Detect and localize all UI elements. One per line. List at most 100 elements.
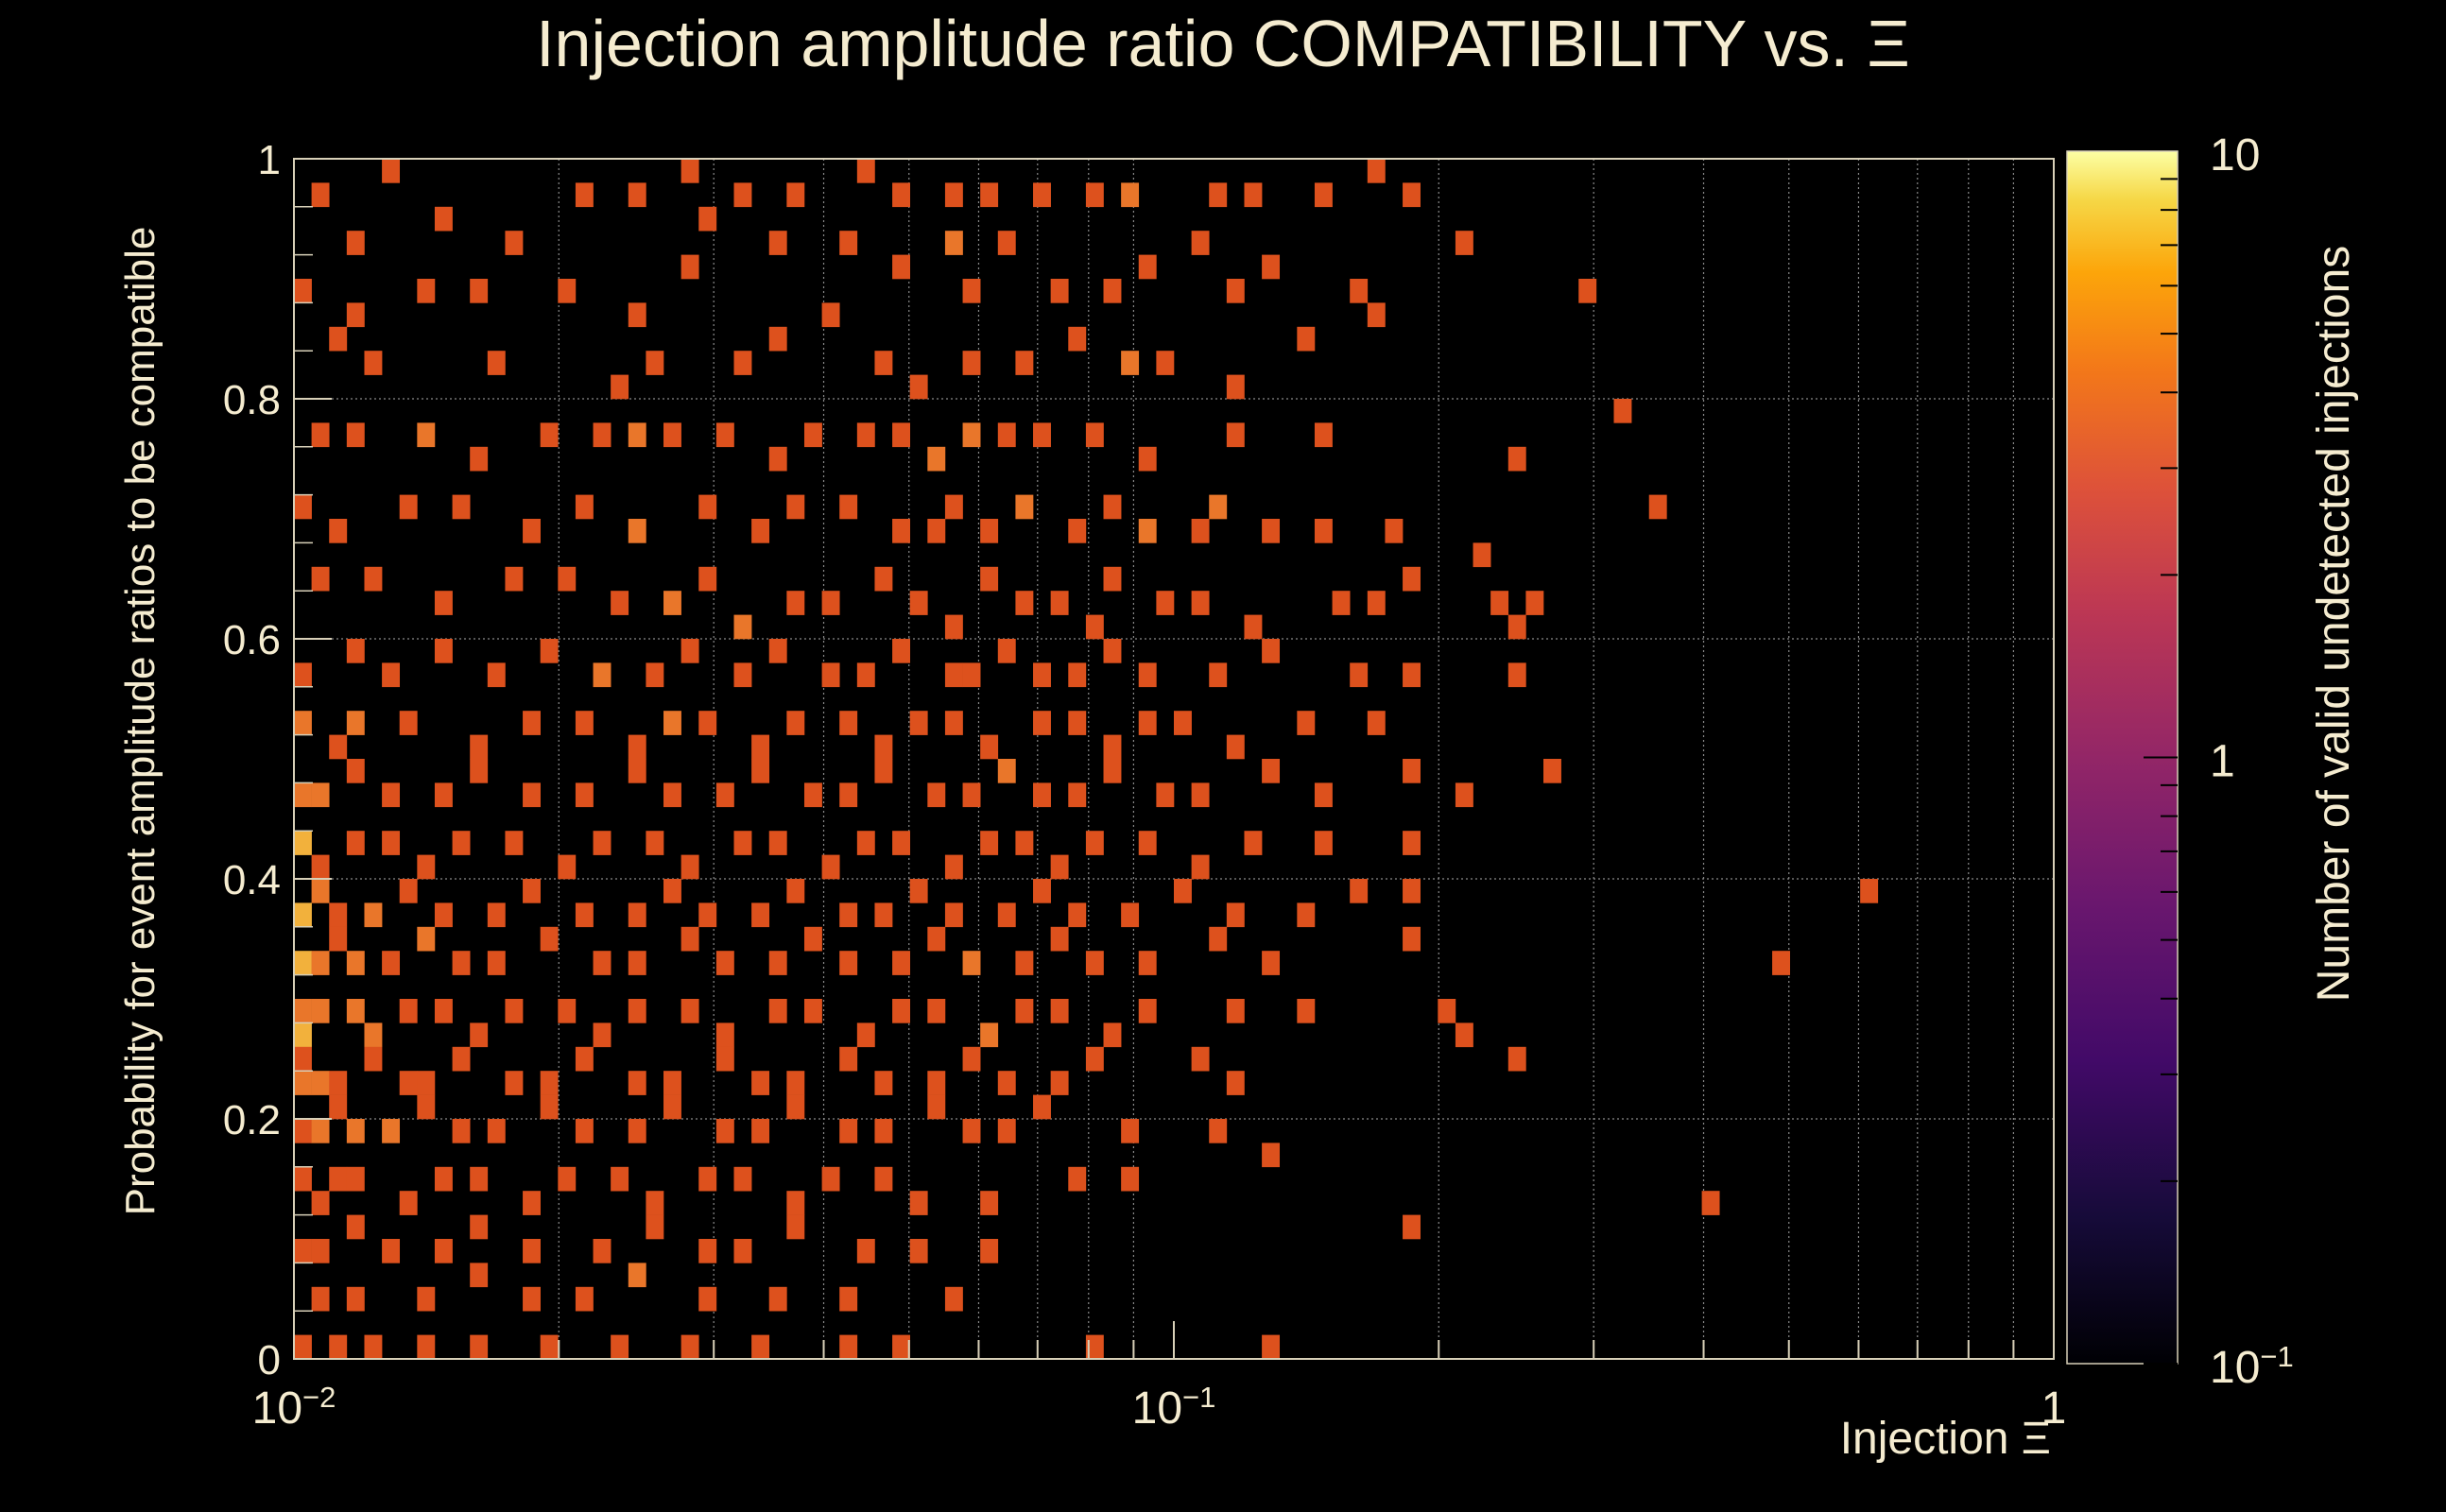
heatmap-cell [1543,759,1561,783]
heatmap-cell [1033,711,1051,735]
heatmap-cell [523,711,541,735]
heatmap-cell [1403,566,1421,592]
heatmap-cell [698,1239,717,1263]
heatmap-cell [364,902,383,928]
heatmap-cell [628,302,646,328]
heatmap-cell [1350,662,1369,688]
heatmap-cell [839,951,858,975]
heatmap-cell [698,206,717,232]
heatmap-cell [1262,254,1281,280]
heatmap-cell [382,662,401,688]
heatmap-cell [997,1119,1016,1143]
heatmap-cell [962,1119,981,1143]
heatmap-cell [1244,831,1263,855]
heatmap-cell [1085,831,1104,855]
heatmap-cell [346,231,365,255]
heatmap-cell [1403,662,1421,688]
heatmap-cell [1050,279,1069,303]
heatmap-cell [399,879,418,903]
heatmap-cell [382,951,401,975]
heatmap-cell [821,302,840,328]
heatmap-cell [1578,279,1597,303]
heatmap-cell [786,1214,805,1240]
heatmap-cell [611,1334,629,1360]
heatmap-cell [294,902,312,928]
heatmap-cell [1068,1166,1087,1192]
heatmap-cell [294,1334,312,1360]
heatmap-cell [311,1119,330,1143]
heatmap-cell [1314,519,1333,543]
heatmap-cell [1068,326,1087,352]
heatmap-cell [1138,831,1157,855]
heatmap-cell [733,831,752,855]
heatmap-cell [452,951,471,975]
heatmap-cell [856,662,875,688]
heatmap-cell [927,446,946,472]
heatmap-cell [311,854,330,880]
heatmap-cell [311,1071,330,1095]
heatmap-cell [733,182,752,208]
heatmap-cell [364,1046,383,1072]
heatmap-cell [944,614,963,640]
heatmap-cell [311,1191,330,1215]
heatmap-cell [680,926,699,952]
heatmap-cell [646,1214,664,1240]
heatmap-cell [346,711,365,735]
heatmap-cell [786,494,805,520]
heatmap-cell [417,422,436,448]
heatmap-cell [997,759,1016,783]
heatmap-cell [628,1119,646,1143]
heatmap-cell [294,1166,312,1192]
heatmap-cell [874,1119,893,1143]
heatmap-cell [382,831,401,855]
heatmap-cell [803,926,822,952]
heatmap-cell [575,1286,594,1312]
heatmap-cell [786,1191,805,1215]
heatmap-cell [1525,591,1544,615]
heatmap-cell [1403,879,1421,903]
heatmap-cell [909,591,928,615]
heatmap-cell [821,854,840,880]
heatmap-cell [434,902,453,928]
heatmap-cell [628,519,646,543]
heatmap-cell [646,351,664,375]
heatmap-cell [839,782,858,808]
heatmap-cell [1156,591,1175,615]
heatmap-cell [1403,759,1421,783]
heatmap-cell [751,902,770,928]
heatmap-cell [575,902,594,928]
heatmap-cell [1138,999,1157,1023]
heatmap-cell [346,302,365,328]
heatmap-cell [1367,591,1386,615]
heatmap-cell [1174,879,1192,903]
heatmap-cell [593,831,612,855]
y-tick-label: 1 [258,137,281,183]
heatmap-cell [680,159,699,183]
heatmap-cell [1138,254,1157,280]
heatmap-cell [962,351,981,375]
heatmap-cell [715,1119,734,1143]
heatmap-cell [1174,711,1192,735]
heatmap-cell [434,1239,453,1263]
heatmap-cell [399,1191,418,1215]
heatmap-cell [892,951,910,975]
heatmap-cell [1138,446,1157,472]
heatmap-cell [892,422,910,448]
heatmap-cell [944,231,963,255]
heatmap-cell [470,1263,489,1288]
heatmap-cell [575,182,594,208]
heatmap-cell [1191,1046,1210,1072]
heatmap-cell [1050,591,1069,615]
heatmap-cell [575,494,594,520]
heatmap-cell [944,182,963,208]
heatmap-cell [786,591,805,615]
heatmap-cell [839,1334,858,1360]
heatmap-cell [329,1071,348,1095]
heatmap-cell [1121,902,1140,928]
heatmap-cell [487,951,506,975]
heatmap-cell [311,999,330,1023]
heatmap-cell [452,1046,471,1072]
x-tick-label: 10−1 [1132,1381,1216,1435]
heatmap-cell [1226,422,1245,448]
